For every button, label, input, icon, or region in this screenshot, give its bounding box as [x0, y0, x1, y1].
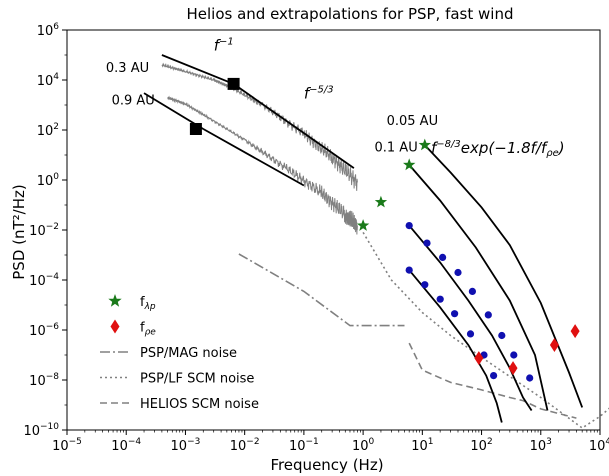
y-tick-label: 10−2	[29, 222, 59, 239]
power-law-label: f−1	[214, 37, 234, 55]
f-rho-e-diamond	[474, 351, 484, 366]
blue-data-point	[405, 222, 413, 230]
power-law-fit	[202, 128, 305, 187]
legend-label: fρe	[140, 321, 156, 338]
f-rho-e-diamond	[549, 338, 559, 353]
legend: fλp fρe PSP/MAG noise PSP/LF SCM noise HELIO…	[100, 294, 259, 412]
x-tick-label: 103	[530, 437, 552, 454]
legend-label: PSP/MAG noise	[140, 346, 237, 361]
y-tick-label: 102	[37, 122, 59, 139]
x-tick-label: 101	[411, 437, 433, 454]
power-law-fit	[233, 83, 355, 169]
x-tick-label: 10−1	[289, 437, 319, 454]
f-rho-e-diamond	[570, 324, 580, 339]
x-tick-label: 100	[352, 437, 375, 454]
noise-curve	[362, 231, 609, 429]
blue-data-point	[454, 268, 462, 277]
blue-data-point	[405, 266, 413, 274]
blue-data-point	[498, 331, 506, 340]
power-law-label: f−5/3	[304, 85, 334, 103]
spectrum-label: 0.3 AU	[106, 61, 149, 76]
y-tick-label: 10−10	[23, 422, 59, 439]
y-tick-label: 10−4	[29, 272, 59, 289]
break-marker	[227, 77, 240, 90]
f-lambda-p-star	[356, 219, 370, 231]
legend-entry: HELIOS SCM noise	[100, 397, 259, 412]
blue-data-point	[490, 372, 498, 380]
blue-data-point	[468, 287, 476, 295]
helios-spectrum	[161, 62, 358, 191]
blue-data-point	[510, 351, 518, 359]
f-lambda-p-star	[374, 195, 388, 208]
extrapolation-curve	[424, 144, 584, 408]
power-law-fit	[161, 54, 234, 85]
extrapolation-label: 0.1 AU	[375, 140, 418, 155]
legend-entry: PSP/LF SCM noise	[100, 372, 254, 387]
f-lambda-p-star	[403, 158, 416, 171]
plot-area: 0.3 AU 0.9 AU 0.05 AU 0.1 AU f−1 f−5/3 f−8/3ex…	[106, 37, 609, 429]
chart-title: Helios and extrapolations for PSP, fast …	[187, 5, 514, 23]
legend-label: HELIOS SCM noise	[140, 397, 259, 412]
f-rho-e-diamond	[508, 361, 518, 376]
y-tick-label: 10−8	[29, 372, 59, 389]
extrapolation-curve	[408, 164, 549, 411]
axis-ticks: 10−5 10−4 10−3 10−2 10−1 100 101 102 103 104 10−10…	[23, 22, 609, 454]
legend-entry: PSP/MAG noise	[100, 346, 237, 361]
extrapolation-label: 0.05 AU	[387, 114, 439, 129]
blue-data-point	[466, 330, 475, 338]
x-tick-label: 10−3	[171, 437, 201, 454]
f-lambda-p-star	[418, 138, 431, 151]
legend-entry: fλp	[108, 294, 156, 312]
x-tick-label: 102	[470, 437, 492, 454]
spectrum-label: 0.9 AU	[112, 94, 155, 109]
x-tick-label: 104	[589, 437, 609, 454]
blue-data-point	[423, 239, 431, 247]
x-tick-label: 10−5	[52, 437, 82, 454]
y-tick-label: 104	[37, 72, 60, 89]
helios-spectrum	[167, 95, 358, 235]
break-marker	[189, 123, 202, 135]
legend-label: PSP/LF SCM noise	[140, 372, 254, 387]
y-tick-label: 100	[37, 172, 60, 189]
legend-label: fλp	[140, 295, 156, 312]
legend-star-marker	[108, 294, 122, 307]
x-tick-label: 10−4	[111, 437, 141, 454]
blue-data-point	[484, 311, 492, 319]
blue-data-point	[436, 295, 444, 303]
y-tick-label: 10−6	[29, 322, 59, 339]
legend-entry: fρe	[110, 319, 156, 338]
blue-data-point	[421, 281, 429, 289]
noise-curve	[408, 342, 577, 419]
legend-diamond-marker	[110, 319, 120, 334]
blue-data-point	[526, 374, 534, 382]
extrapolation-curve	[408, 225, 533, 411]
blue-data-point	[451, 310, 459, 318]
noise-curve	[238, 253, 405, 327]
exp-formula-label: f−8/3exp(−1.8f/fρe)	[431, 139, 565, 159]
y-tick-label: 106	[37, 22, 60, 39]
y-axis-label: PSD (nT²/Hz)	[10, 184, 28, 279]
x-axis-label: Frequency (Hz)	[270, 456, 383, 474]
blue-data-point	[439, 253, 447, 261]
x-tick-label: 10−2	[230, 437, 260, 454]
